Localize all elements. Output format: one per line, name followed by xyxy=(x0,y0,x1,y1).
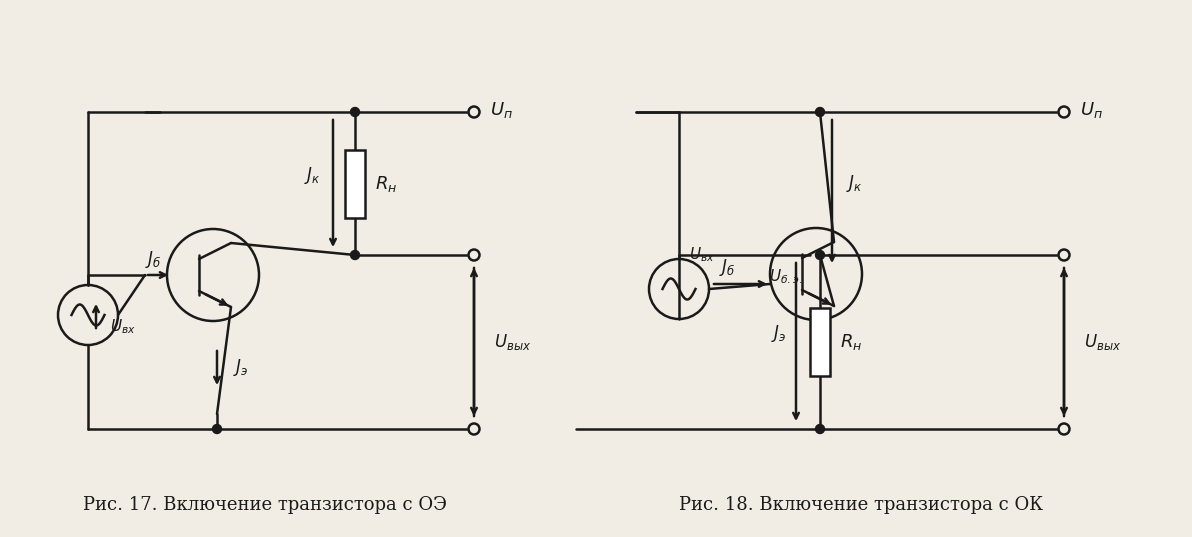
Text: $R_н$: $R_н$ xyxy=(375,173,397,193)
Circle shape xyxy=(468,106,479,118)
Text: $U_{п}$: $U_{п}$ xyxy=(1080,100,1103,120)
Text: $U_{б.э.}$: $U_{б.э.}$ xyxy=(769,267,802,286)
Circle shape xyxy=(1058,424,1069,434)
Text: Рис. 18. Включение транзистора с ОК: Рис. 18. Включение транзистора с ОК xyxy=(679,496,1043,514)
Text: $J_к$: $J_к$ xyxy=(846,172,863,193)
Text: $U_{п}$: $U_{п}$ xyxy=(490,100,513,120)
Bar xyxy=(344,149,365,217)
Circle shape xyxy=(468,424,479,434)
Circle shape xyxy=(1058,250,1069,260)
Circle shape xyxy=(212,425,222,433)
Circle shape xyxy=(770,228,862,320)
Circle shape xyxy=(350,107,360,117)
Circle shape xyxy=(350,250,360,259)
Text: $R_н$: $R_н$ xyxy=(840,332,862,352)
Text: $J_э$: $J_э$ xyxy=(770,323,786,345)
Text: $J_б$: $J_б$ xyxy=(144,249,161,270)
Circle shape xyxy=(468,250,479,260)
Circle shape xyxy=(167,229,259,321)
Circle shape xyxy=(648,259,709,319)
Circle shape xyxy=(815,107,825,117)
Text: $U_{вых}$: $U_{вых}$ xyxy=(1084,332,1122,352)
Text: $J_б$: $J_б$ xyxy=(719,258,735,279)
Bar xyxy=(811,308,830,376)
Text: $U_{вых}$: $U_{вых}$ xyxy=(493,332,532,352)
Text: $U_{вх}$: $U_{вх}$ xyxy=(110,318,136,336)
Circle shape xyxy=(815,250,825,259)
Text: $J_э$: $J_э$ xyxy=(232,358,248,379)
Circle shape xyxy=(58,285,118,345)
Circle shape xyxy=(1058,106,1069,118)
Circle shape xyxy=(815,425,825,433)
Text: $U_{вх}$: $U_{вх}$ xyxy=(689,245,715,264)
Text: Рис. 17. Включение транзистора с ОЭ: Рис. 17. Включение транзистора с ОЭ xyxy=(83,496,447,514)
Text: $J_к$: $J_к$ xyxy=(304,165,321,186)
